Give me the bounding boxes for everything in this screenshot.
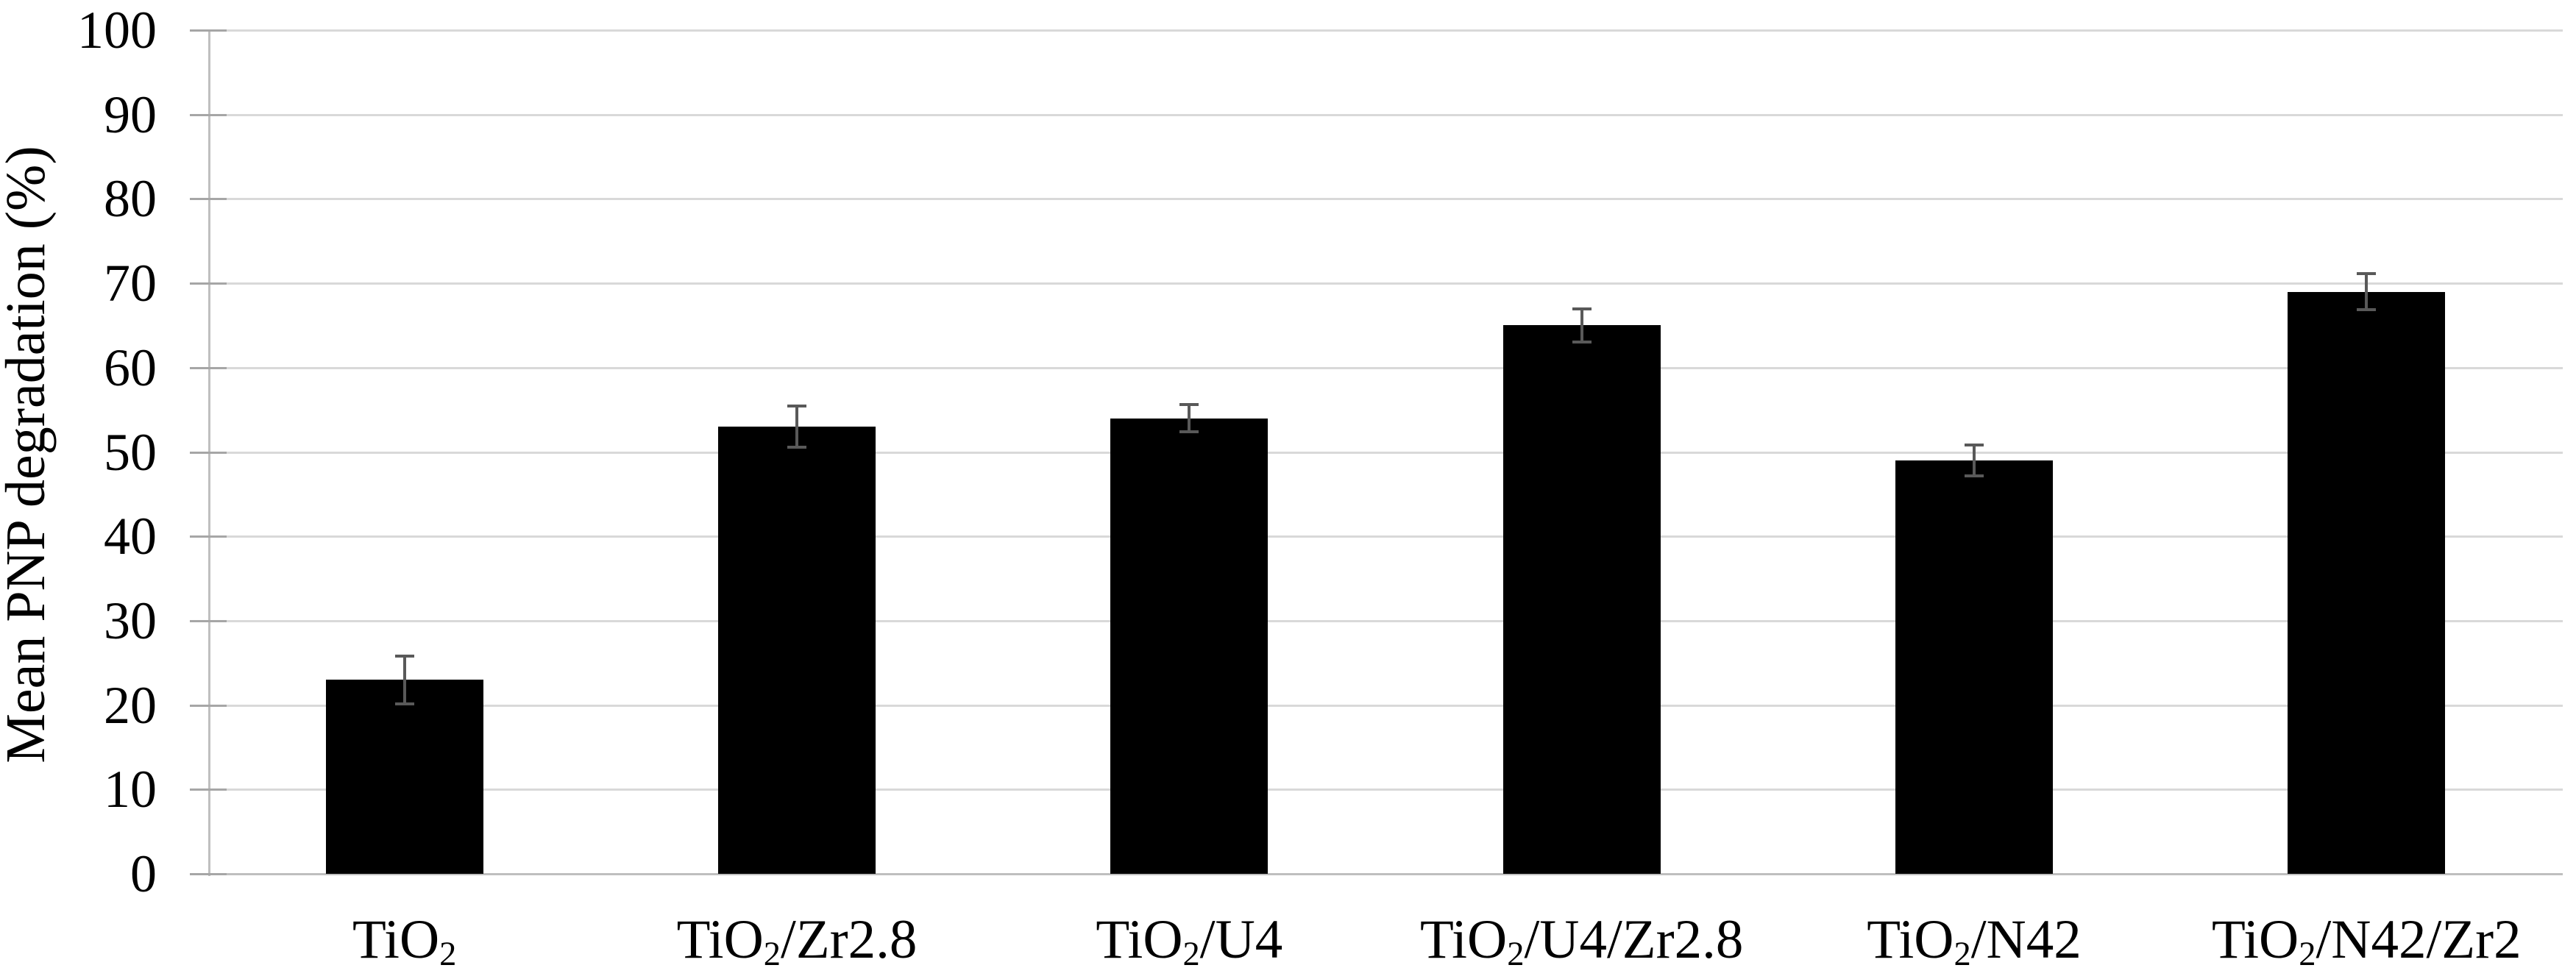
bar — [718, 427, 876, 874]
bar — [1895, 460, 2053, 874]
x-axis-line — [208, 873, 2563, 875]
error-bar-bottom-cap — [2357, 307, 2377, 311]
y-axis-tick — [190, 282, 227, 285]
error-bar-top-cap — [1179, 402, 1199, 406]
gridline — [208, 198, 2563, 201]
bar — [2288, 291, 2446, 874]
y-tick-label: 90 — [104, 85, 157, 144]
gridline — [208, 29, 2563, 32]
error-bar-top-cap — [2357, 272, 2377, 276]
y-tick-label: 20 — [104, 675, 157, 735]
gridline — [208, 788, 2563, 791]
x-tick-label: TiO2/N42/Zr2 — [2212, 909, 2522, 974]
error-bar — [1580, 307, 1583, 343]
y-axis-tick — [190, 788, 227, 791]
y-axis-tick — [190, 451, 227, 454]
bar — [325, 680, 483, 874]
x-tick-label: TiO2/N42 — [1867, 909, 2082, 974]
y-tick-label: 60 — [104, 338, 157, 397]
x-tick-label: TiO2/U4 — [1096, 909, 1283, 974]
error-bar-top-cap — [787, 405, 806, 408]
error-bar — [402, 654, 406, 705]
error-bar-bottom-cap — [787, 445, 806, 449]
y-axis-tick — [190, 873, 227, 875]
error-bar-bottom-cap — [1179, 430, 1199, 434]
y-tick-label: 50 — [104, 422, 157, 482]
gridline — [208, 535, 2563, 538]
gridline — [208, 366, 2563, 369]
x-tick-label: TiO2/Zr2.8 — [676, 909, 918, 974]
error-bar-bottom-cap — [394, 702, 414, 705]
y-axis-tick — [190, 535, 227, 538]
error-bar-top-cap — [394, 654, 414, 658]
y-axis-tick — [190, 113, 227, 116]
y-tick-label: 70 — [104, 254, 157, 313]
bar — [1110, 418, 1269, 874]
error-bar — [1973, 444, 1976, 477]
y-tick-label: 30 — [104, 591, 157, 650]
y-axis-tick — [190, 366, 227, 369]
y-tick-label: 10 — [104, 760, 157, 819]
error-bar-top-cap — [1965, 444, 1984, 447]
x-tick-label: TiO2 — [352, 909, 457, 974]
y-tick-label: 100 — [77, 1, 157, 60]
y-tick-label: 0 — [130, 844, 157, 903]
error-bar-top-cap — [1572, 307, 1592, 311]
y-tick-label: 40 — [104, 507, 157, 566]
y-axis-tick — [190, 198, 227, 201]
gridline — [208, 704, 2563, 707]
gridline — [208, 113, 2563, 116]
y-axis-tick — [190, 704, 227, 707]
y-tick-label: 80 — [104, 169, 157, 229]
error-bar — [795, 405, 798, 449]
error-bar — [1188, 402, 1191, 434]
y-axis-tick — [190, 619, 227, 622]
y-axis-tick — [190, 29, 227, 32]
gridline — [208, 451, 2563, 454]
gridline — [208, 619, 2563, 622]
gridline — [208, 282, 2563, 285]
error-bar-bottom-cap — [1572, 340, 1592, 343]
bar — [1502, 325, 1661, 874]
error-bar-bottom-cap — [1965, 474, 1984, 477]
error-bar — [2365, 272, 2369, 311]
x-tick-label: TiO2/U4/Zr2.8 — [1420, 909, 1744, 974]
